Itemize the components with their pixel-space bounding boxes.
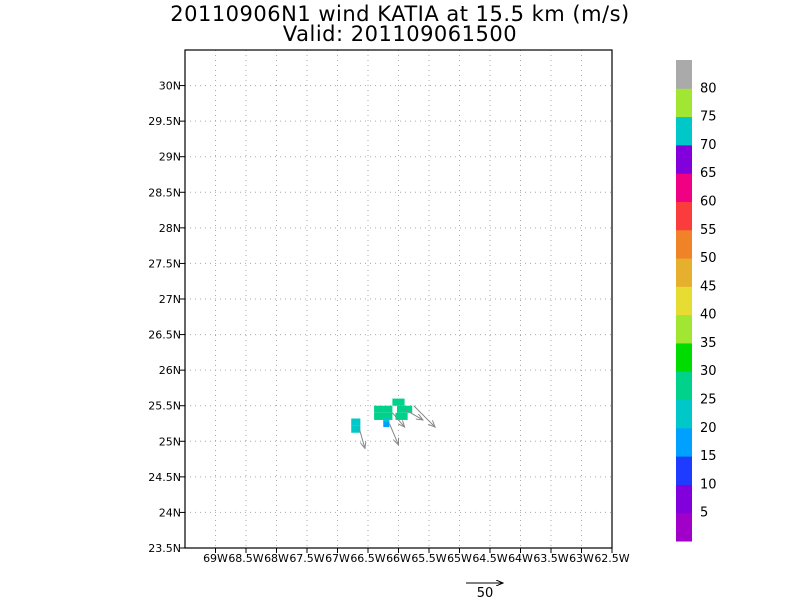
- colorbar-swatch: [676, 60, 692, 89]
- colorbar-swatch: [676, 88, 692, 118]
- colorbar: 5 10 15 20 25 30 35 40 45 50 55 60 65 70 75 80: [676, 60, 717, 542]
- colorbar-label: 25: [700, 393, 717, 408]
- colorbar-label: 5: [700, 506, 708, 521]
- wind-cell: [351, 418, 361, 426]
- wind-vector: [358, 426, 365, 448]
- wind-vector: [404, 408, 423, 420]
- wind-cell: [351, 425, 361, 433]
- colorbar-swatch: [676, 371, 692, 401]
- y-tick-label: 24.5N: [148, 471, 181, 484]
- wind-cells: [351, 398, 413, 433]
- colorbar-swatch: [676, 342, 692, 372]
- colorbar-swatch: [676, 286, 692, 316]
- colorbar-label: 10: [700, 477, 717, 492]
- colorbar-label: 15: [700, 449, 717, 464]
- reference-vector-label: 50: [477, 586, 494, 600]
- x-tick-label: 64.5W: [472, 552, 507, 565]
- colorbar-label: 45: [700, 279, 717, 294]
- wind-cell: [383, 419, 390, 428]
- x-tick-label: 62.5W: [594, 552, 629, 565]
- y-tick-label: 23.5N: [148, 542, 181, 555]
- x-tick-label: 67W: [325, 552, 350, 565]
- wind-cell: [392, 398, 405, 406]
- colorbar-swatch: [676, 144, 692, 174]
- colorbar-label: 70: [700, 138, 717, 153]
- colorbar-label: 60: [700, 194, 717, 209]
- colorbar-swatch: [676, 427, 692, 457]
- x-tick-label: 69W: [203, 552, 228, 565]
- wind-cell: [395, 412, 408, 420]
- colorbar-label: 20: [700, 421, 717, 436]
- x-tick-label: 65W: [447, 552, 472, 565]
- colorbar-swatch: [676, 399, 692, 429]
- y-tick-label: 24N: [159, 506, 181, 519]
- x-tick-label: 66W: [386, 552, 411, 565]
- colorbar-swatch: [676, 116, 692, 146]
- plot-frame: [184, 49, 613, 549]
- y-tick-label: 25.5N: [148, 400, 181, 413]
- x-tick-label: 66.5W: [350, 552, 385, 565]
- y-tick-label: 29.5N: [148, 115, 181, 128]
- grid-lines: [185, 50, 613, 549]
- colorbar-swatch: [676, 512, 692, 542]
- colorbar-label: 35: [700, 336, 717, 351]
- y-tick-label: 28N: [159, 222, 181, 235]
- x-tick-label: 65.5W: [411, 552, 446, 565]
- colorbar-swatch: [676, 229, 692, 259]
- wind-vector: [392, 412, 404, 427]
- wind-cell: [374, 412, 393, 420]
- y-axis-ticks: 23.5N 24N 24.5N 25N 25.5N 26N 26.5N 27N 27.5N 28N…: [148, 80, 185, 555]
- x-tick-label: 68.5W: [228, 552, 263, 565]
- colorbar-label: 80: [700, 81, 717, 96]
- reference-vector: 50: [466, 583, 503, 600]
- x-tick-label: 63.5W: [533, 552, 568, 565]
- x-axis-ticks: 69W 68.5W 68W 67.5W 67W 66.5W 66W 65.5W 65W 64.5W…: [203, 548, 630, 565]
- x-tick-label: 68W: [264, 552, 289, 565]
- colorbar-swatch: [676, 258, 692, 287]
- x-tick-label: 64W: [508, 552, 533, 565]
- colorbar-label: 75: [700, 110, 717, 125]
- wind-vector: [413, 405, 435, 427]
- y-tick-label: 29N: [159, 151, 181, 164]
- colorbar-swatch: [676, 314, 692, 344]
- y-tick-label: 27.5N: [148, 257, 181, 270]
- colorbar-label: 40: [700, 308, 717, 323]
- colorbar-label: 65: [700, 166, 717, 181]
- wind-cell: [374, 405, 393, 413]
- colorbar-swatch: [676, 201, 692, 231]
- colorbar-swatch: [676, 456, 692, 485]
- colorbar-label: 30: [700, 364, 717, 379]
- chart-title: 20110906N1 wind KATIA at 15.5 km (m/s): [170, 2, 630, 26]
- colorbar-swatch: [676, 173, 692, 202]
- wind-vectors: [358, 405, 435, 449]
- y-tick-label: 28.5N: [148, 186, 181, 199]
- colorbar-swatch: [676, 484, 692, 514]
- y-tick-label: 25N: [159, 435, 181, 448]
- y-tick-label: 26N: [159, 364, 181, 377]
- x-tick-label: 67.5W: [289, 552, 324, 565]
- wind-cell: [383, 418, 390, 422]
- y-tick-label: 27N: [159, 293, 181, 306]
- colorbar-label: 50: [700, 251, 717, 266]
- y-tick-label: 30N: [159, 80, 181, 93]
- y-tick-label: 26.5N: [148, 329, 181, 342]
- colorbar-label: 55: [700, 223, 717, 238]
- chart-subtitle: Valid: 201109061500: [282, 22, 518, 46]
- x-tick-label: 63W: [569, 552, 594, 565]
- wind-vector: [388, 423, 398, 445]
